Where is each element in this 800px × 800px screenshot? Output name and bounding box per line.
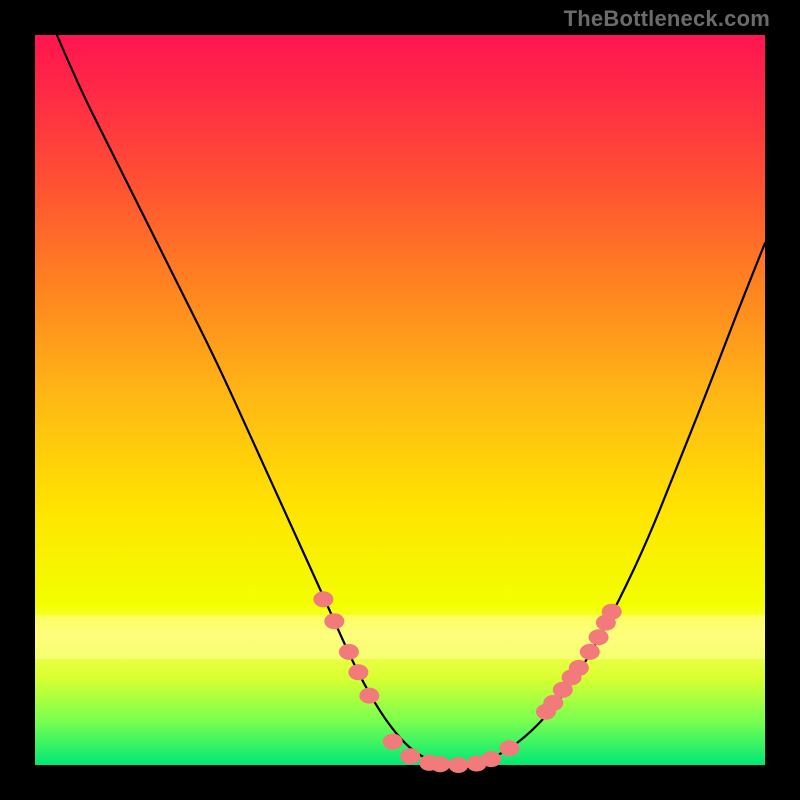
marker-point [569, 660, 589, 676]
marker-point [359, 688, 379, 704]
chart-svg [35, 35, 765, 765]
marker-point [500, 740, 520, 756]
watermark-text: TheBottleneck.com [564, 6, 770, 32]
marker-point [430, 756, 450, 772]
plot-area [35, 35, 765, 765]
pale-band [35, 615, 765, 659]
marker-point [580, 644, 600, 660]
marker-point [589, 629, 609, 645]
chart-stage: TheBottleneck.com [0, 0, 800, 800]
marker-point [339, 644, 359, 660]
marker-point [400, 748, 420, 764]
marker-point [324, 613, 344, 629]
marker-point [481, 751, 501, 767]
marker-point [313, 591, 333, 607]
marker-point [448, 757, 468, 773]
marker-point [602, 604, 622, 620]
marker-point [383, 734, 403, 750]
marker-point [348, 664, 368, 680]
